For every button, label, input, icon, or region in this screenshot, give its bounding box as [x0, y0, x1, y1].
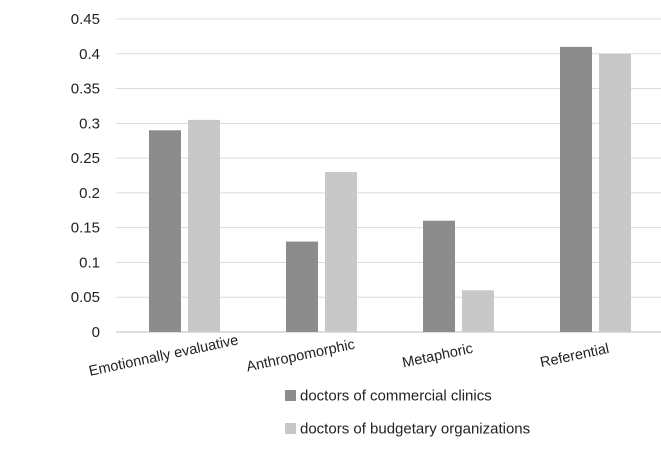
y-tick-label: 0	[92, 324, 100, 341]
y-tick-label: 0.4	[79, 46, 100, 63]
y-tick-label: 0.3	[79, 115, 100, 132]
x-tick-label: Metaphoric	[401, 341, 474, 372]
y-tick-label: 0.2	[79, 185, 100, 202]
y-tick-label: 0.05	[71, 289, 100, 306]
legend-swatch	[285, 390, 296, 401]
bar	[423, 220, 455, 332]
y-tick-label: 0.1	[79, 254, 100, 271]
bar	[188, 119, 220, 332]
y-tick-label: 0.15	[71, 220, 100, 237]
bar	[286, 241, 318, 332]
bar	[560, 46, 592, 332]
x-tick-label: Referential	[539, 341, 611, 371]
legend-label: doctors of commercial clinics	[300, 388, 492, 405]
x-tick-label: Anthropomorphic	[245, 337, 356, 376]
legend-swatch	[285, 423, 296, 434]
legend-label: doctors of budgetary organizations	[300, 421, 530, 438]
bar	[462, 290, 494, 332]
y-tick-label: 0.35	[71, 81, 100, 98]
bar	[149, 130, 181, 332]
bar	[599, 53, 631, 333]
y-tick-label: 0.25	[71, 150, 100, 167]
x-tick-label: Emotionnally evaluative	[87, 332, 239, 379]
bar	[325, 172, 357, 332]
y-tick-label: 0.45	[71, 11, 100, 28]
